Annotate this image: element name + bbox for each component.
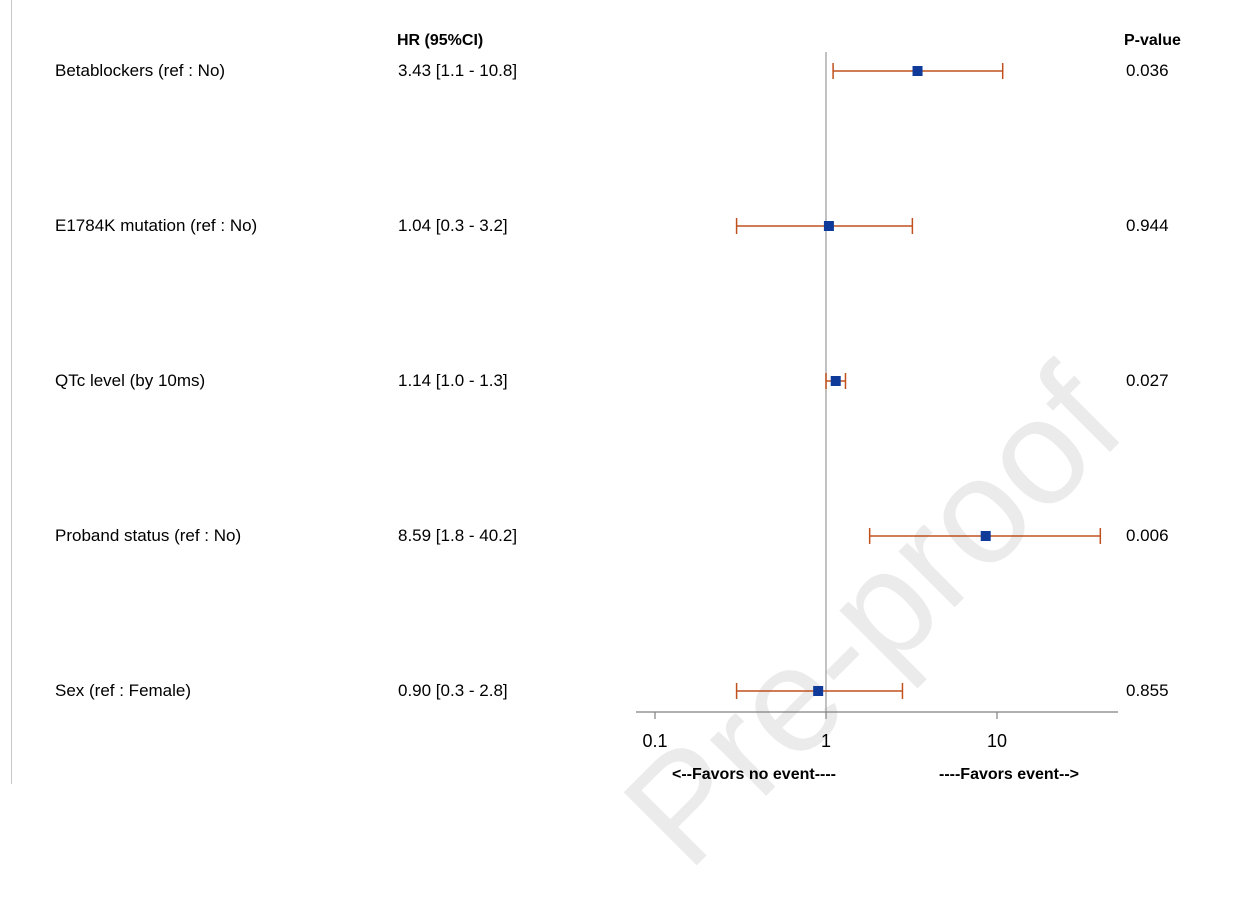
hr-point-marker	[980, 531, 991, 541]
favors-event-label: ----Favors event-->	[939, 766, 1079, 783]
row-label: Proband status (ref : No)	[55, 526, 242, 545]
row-hr-text: 8.59 [1.8 - 40.2]	[398, 526, 518, 545]
x-tick-label: 1	[821, 731, 831, 751]
row-label: Sex (ref : Female)	[55, 681, 192, 700]
row-p-value: 0.944	[1126, 216, 1169, 235]
x-tick-label: 10	[987, 731, 1007, 751]
row-p-value: 0.027	[1126, 371, 1169, 390]
forest-plot: 0.1 1 10 <--Favors no event---- ----Favors e…	[636, 52, 1118, 783]
p-value-column-header: P-value	[1124, 32, 1181, 49]
row-hr-text: 1.14 [1.0 - 1.3]	[398, 371, 508, 390]
hr-column-header: HR (95%CI)	[397, 32, 484, 49]
favors-no-event-label: <--Favors no event----	[672, 766, 836, 783]
row-p-value: 0.855	[1126, 681, 1169, 700]
row-p-value: 0.036	[1126, 61, 1169, 80]
hr-point-marker	[823, 221, 834, 231]
hr-point-marker	[912, 66, 923, 76]
row-label: QTc level (by 10ms)	[55, 371, 206, 390]
row-label: E1784K mutation (ref : No)	[55, 216, 258, 235]
hr-point-marker	[830, 376, 841, 386]
row-label: Betablockers (ref : No)	[55, 61, 226, 80]
left-border	[11, 0, 12, 784]
hr-point-marker	[813, 686, 824, 696]
row-hr-text: 0.90 [0.3 - 2.8]	[398, 681, 508, 700]
row-hr-text: 3.43 [1.1 - 10.8]	[398, 61, 518, 80]
x-tick-label: 0.1	[642, 731, 667, 751]
row-hr-text: 1.04 [0.3 - 3.2]	[398, 216, 508, 235]
row-p-value: 0.006	[1126, 526, 1169, 545]
